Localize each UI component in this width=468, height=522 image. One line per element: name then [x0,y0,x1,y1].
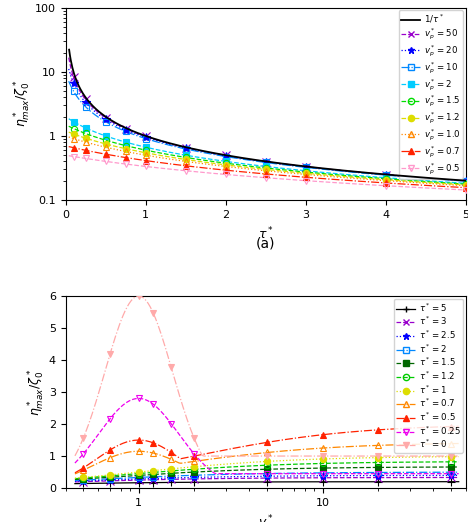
Line: $1/\tau^*$: $1/\tau^*$ [69,50,466,181]
$1/\tau^*$ [302,163,308,170]
Y-axis label: $\eta^*_{max}/\zeta_0^*$: $\eta^*_{max}/\zeta_0^*$ [27,369,47,416]
$1/\tau^*$ [66,46,72,53]
X-axis label: $\tau^*$: $\tau^*$ [257,225,274,242]
Text: (a): (a) [256,236,275,251]
$1/\tau^*$ [281,161,286,167]
X-axis label: $v_p^*$: $v_p^*$ [258,513,273,522]
Legend: $\tau^*=5$, $\tau^*=3$, $\tau^*=2.5$, $\tau^*=2$, $\tau^*=1.5$, $\tau^*=1.2$, $\: $\tau^*=5$, $\tau^*=3$, $\tau^*=2.5$, $\… [394,299,463,453]
$1/\tau^*$ [255,157,260,163]
$1/\tau^*$ [391,172,397,179]
$1/\tau^*$ [463,177,468,184]
$1/\tau^*$ [453,177,459,183]
$1/\tau^*$ [257,158,263,164]
Legend: $1/\tau^*$, $v_p^*=50$, $v_p^*=20$, $v_p^*=10$, $v_p^*=2$, $v_p^*=1.5$, $v_p^*=1: $1/\tau^*$, $v_p^*=50$, $v_p^*=20$, $v_p… [399,10,463,179]
Y-axis label: $\eta^*_{max}/\zeta_0^*$: $\eta^*_{max}/\zeta_0^*$ [13,80,33,127]
